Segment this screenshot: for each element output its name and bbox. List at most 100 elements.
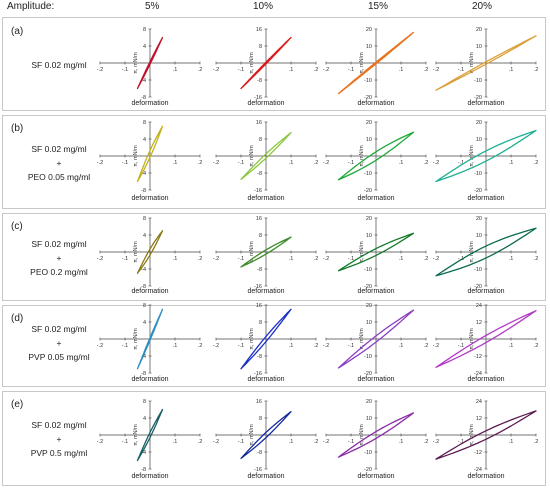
hysteresis-loop-b-10 bbox=[240, 131, 292, 181]
y-tick-label: -10 bbox=[364, 450, 372, 456]
x-axis-label: deformation bbox=[358, 100, 395, 107]
y-tick-label: -4 bbox=[141, 354, 146, 360]
hysteresis-loop-c-10 bbox=[240, 236, 292, 268]
y-tick-label: -20 bbox=[364, 95, 372, 101]
x-tick-label: -.1 bbox=[238, 343, 244, 349]
x-tick-label: .1 bbox=[173, 439, 178, 445]
y-tick-label: 20 bbox=[476, 27, 482, 33]
amplitude-header-label: Amplitude: bbox=[7, 1, 55, 12]
x-tick-label: -.2 bbox=[213, 343, 219, 349]
y-tick-label: 4 bbox=[143, 137, 146, 143]
x-tick-label: .2 bbox=[424, 439, 429, 445]
row-frame-e bbox=[2, 391, 546, 486]
y-tick-label: -10 bbox=[364, 78, 372, 84]
y-axis-label: π, mN/m bbox=[133, 328, 139, 350]
y-tick-label: -8 bbox=[257, 78, 262, 84]
row-label-c-line-2: + bbox=[56, 253, 62, 263]
y-tick-label: -8 bbox=[141, 188, 146, 194]
y-tick-label: -8 bbox=[141, 95, 146, 101]
x-tick-label: -.1 bbox=[122, 439, 128, 445]
chart-panel-b-5: -.2 -.1 .1 .2 -8 -4 4 8 π, mN/m deformation bbox=[97, 120, 203, 202]
x-tick-label: -.1 bbox=[458, 67, 464, 73]
x-axis-label: deformation bbox=[248, 473, 285, 480]
y-tick-label: -20 bbox=[474, 284, 482, 290]
y-tick-label: 8 bbox=[259, 137, 262, 143]
y-tick-label: 4 bbox=[143, 320, 146, 326]
x-axis-label: deformation bbox=[132, 473, 169, 480]
y-tick-label: 4 bbox=[143, 416, 146, 422]
x-tick-label: .1 bbox=[399, 343, 404, 349]
y-tick-label: 16 bbox=[256, 120, 262, 126]
hysteresis-loop-a-20 bbox=[435, 35, 537, 91]
row-label-e: SF 0.02 mg/ml + PVP 0.5 mg/ml bbox=[24, 418, 94, 460]
x-tick-label: .1 bbox=[173, 160, 178, 166]
x-axis-label: deformation bbox=[132, 100, 169, 107]
x-tick-label: .1 bbox=[509, 439, 514, 445]
y-tick-label: 20 bbox=[476, 216, 482, 222]
y-tick-label: -20 bbox=[364, 284, 372, 290]
chart-panel-b-10: -.2 -.1 .1 .2 -16 -8 8 16 π, mN/m deformation bbox=[213, 120, 319, 202]
x-axis-label: deformation bbox=[358, 473, 395, 480]
x-tick-label: -.2 bbox=[323, 343, 329, 349]
x-axis-label: deformation bbox=[132, 288, 169, 295]
y-axis-label: π, mN/m bbox=[359, 145, 365, 167]
chart-panel-d-5: -.2 -.1 .1 .2 -8 -4 4 8 π, mN/m deformation bbox=[97, 303, 203, 383]
y-tick-label: -10 bbox=[364, 267, 372, 273]
x-axis-label: deformation bbox=[132, 195, 169, 202]
x-tick-label: .1 bbox=[289, 256, 294, 262]
y-tick-label: 20 bbox=[366, 27, 372, 33]
x-tick-label: .1 bbox=[399, 67, 404, 73]
x-tick-label: .1 bbox=[399, 256, 404, 262]
x-tick-label: -.2 bbox=[213, 256, 219, 262]
x-tick-label: -.2 bbox=[97, 67, 103, 73]
chart-panel-e-20: -.2 -.1 .1 .2 -24 -12 12 24 π, mN/m deformation bbox=[433, 399, 539, 480]
y-tick-label: -12 bbox=[474, 354, 482, 360]
y-tick-label: 20 bbox=[366, 399, 372, 405]
row-frame-a bbox=[2, 17, 546, 111]
y-tick-label: -8 bbox=[141, 371, 146, 377]
chart-panel-a-20: -.2 -.1 .1 .2 -20 -10 10 20 π, mN/m deformation bbox=[433, 27, 539, 107]
hysteresis-loop-b-5 bbox=[136, 125, 164, 183]
y-tick-label: 8 bbox=[143, 216, 146, 222]
x-tick-label: .2 bbox=[198, 256, 203, 262]
y-tick-label: -10 bbox=[364, 171, 372, 177]
x-tick-label: -.2 bbox=[323, 439, 329, 445]
row-letter-a: (a) bbox=[11, 26, 24, 37]
x-tick-label: .1 bbox=[289, 343, 294, 349]
y-tick-label: -4 bbox=[141, 450, 146, 456]
x-tick-label: -.2 bbox=[97, 256, 103, 262]
y-tick-label: 20 bbox=[366, 120, 372, 126]
x-tick-label: -.1 bbox=[348, 439, 354, 445]
x-tick-label: -.1 bbox=[122, 160, 128, 166]
chart-panel-e-15: -.2 -.1 .1 .2 -20 -10 10 20 π, mN/m deformation bbox=[323, 399, 429, 480]
chart-panel-c-15: -.2 -.1 .1 .2 -20 -10 10 20 π, mN/m deformation bbox=[323, 216, 429, 295]
x-axis-label: deformation bbox=[132, 376, 169, 383]
y-tick-label: -4 bbox=[141, 78, 146, 84]
x-tick-label: .2 bbox=[314, 343, 319, 349]
hysteresis-loop-a-10 bbox=[240, 36, 292, 90]
x-tick-label: -.2 bbox=[97, 160, 103, 166]
x-tick-label: -.2 bbox=[433, 67, 439, 73]
y-tick-label: 8 bbox=[143, 27, 146, 33]
amplitude-header-20: 20% bbox=[472, 1, 493, 12]
x-tick-label: -.1 bbox=[458, 343, 464, 349]
y-tick-label: 10 bbox=[476, 137, 482, 143]
y-tick-label: 8 bbox=[259, 416, 262, 422]
y-axis-label: π, mN/m bbox=[249, 145, 255, 167]
y-axis-label: π, mN/m bbox=[133, 145, 139, 167]
y-tick-label: -20 bbox=[364, 188, 372, 194]
hysteresis-loop-e-20 bbox=[435, 410, 537, 460]
y-tick-label: 8 bbox=[143, 120, 146, 126]
x-tick-label: -.2 bbox=[323, 160, 329, 166]
y-tick-label: 10 bbox=[366, 320, 372, 326]
x-tick-label: -.2 bbox=[323, 67, 329, 73]
x-tick-label: .2 bbox=[534, 160, 539, 166]
x-tick-label: .2 bbox=[198, 67, 203, 73]
y-tick-label: -16 bbox=[254, 284, 262, 290]
row-label-b: SF 0.02 mg/ml + PEO 0.05 mg/ml bbox=[24, 142, 94, 184]
row-label-e-line-3: PVP 0.5 mg/ml bbox=[30, 448, 88, 458]
hysteresis-loop-c-5 bbox=[136, 230, 164, 274]
x-axis-label: deformation bbox=[358, 288, 395, 295]
row-label-b-line-2: + bbox=[56, 158, 62, 168]
y-tick-label: -16 bbox=[254, 95, 262, 101]
